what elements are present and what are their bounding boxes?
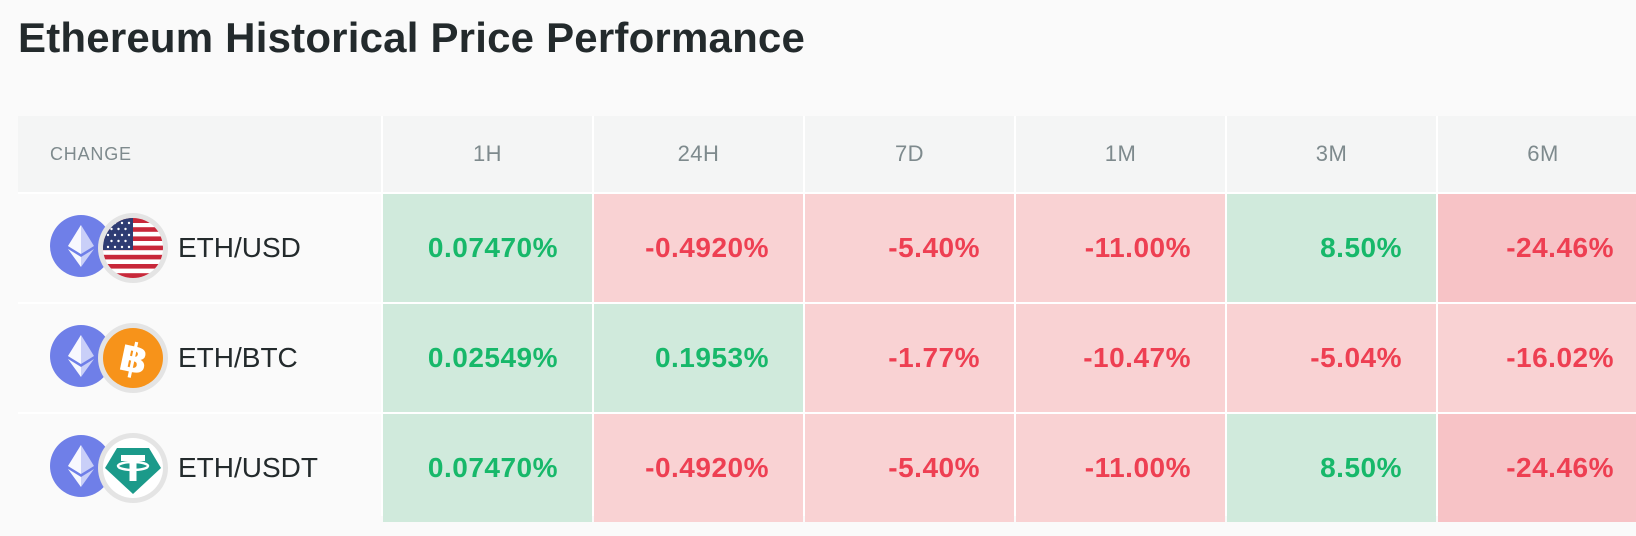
pair-icons: [50, 433, 172, 503]
column-header-change: CHANGE: [18, 116, 381, 192]
change-24h: 0.1953%: [594, 304, 803, 412]
us-flag-icon: [98, 213, 168, 283]
pair-cell-eth-usdt: ETH/USDT: [18, 414, 381, 522]
change-1h: 0.02549%: [383, 304, 592, 412]
pair-icons: [50, 213, 172, 283]
change-7d: -5.40%: [805, 414, 1014, 522]
change-24h: -0.4920%: [594, 414, 803, 522]
column-header-1h: 1H: [383, 116, 592, 192]
change-7d: -1.77%: [805, 304, 1014, 412]
change-6m: -16.02%: [1438, 304, 1636, 412]
change-6m: -24.46%: [1438, 414, 1636, 522]
svg-text:฿: ฿: [115, 334, 152, 385]
change-6m: -24.46%: [1438, 194, 1636, 302]
change-1h: 0.07470%: [383, 194, 592, 302]
column-header-24h: 24H: [594, 116, 803, 192]
change-3m: -5.04%: [1227, 304, 1436, 412]
change-24h: -0.4920%: [594, 194, 803, 302]
pair-cell-eth-usd: ETH/USD: [18, 194, 381, 302]
change-3m: 8.50%: [1227, 194, 1436, 302]
change-1h: 0.07470%: [383, 414, 592, 522]
change-7d: -5.40%: [805, 194, 1014, 302]
pair-cell-eth-btc: ฿ ETH/BTC: [18, 304, 381, 412]
pair-label: ETH/USDT: [178, 452, 318, 483]
column-header-3m: 3M: [1227, 116, 1436, 192]
price-performance-table: CHANGE 1H 24H 7D 1M 3M 6M ETH/USD: [18, 116, 1636, 522]
column-header-7d: 7D: [805, 116, 1014, 192]
change-3m: 8.50%: [1227, 414, 1436, 522]
pair-label: ETH/BTC: [178, 342, 298, 373]
change-1m: -11.00%: [1016, 414, 1225, 522]
change-1m: -10.47%: [1016, 304, 1225, 412]
tether-icon: [98, 433, 168, 503]
bitcoin-icon: ฿: [98, 323, 168, 393]
ethereum-icon: [50, 325, 112, 387]
column-header-6m: 6M: [1438, 116, 1636, 192]
page-title: Ethereum Historical Price Performance: [18, 14, 806, 61]
pair-label: ETH/USD: [178, 232, 301, 263]
column-header-1m: 1M: [1016, 116, 1225, 192]
change-1m: -11.00%: [1016, 194, 1225, 302]
pair-icons: ฿: [50, 323, 172, 393]
